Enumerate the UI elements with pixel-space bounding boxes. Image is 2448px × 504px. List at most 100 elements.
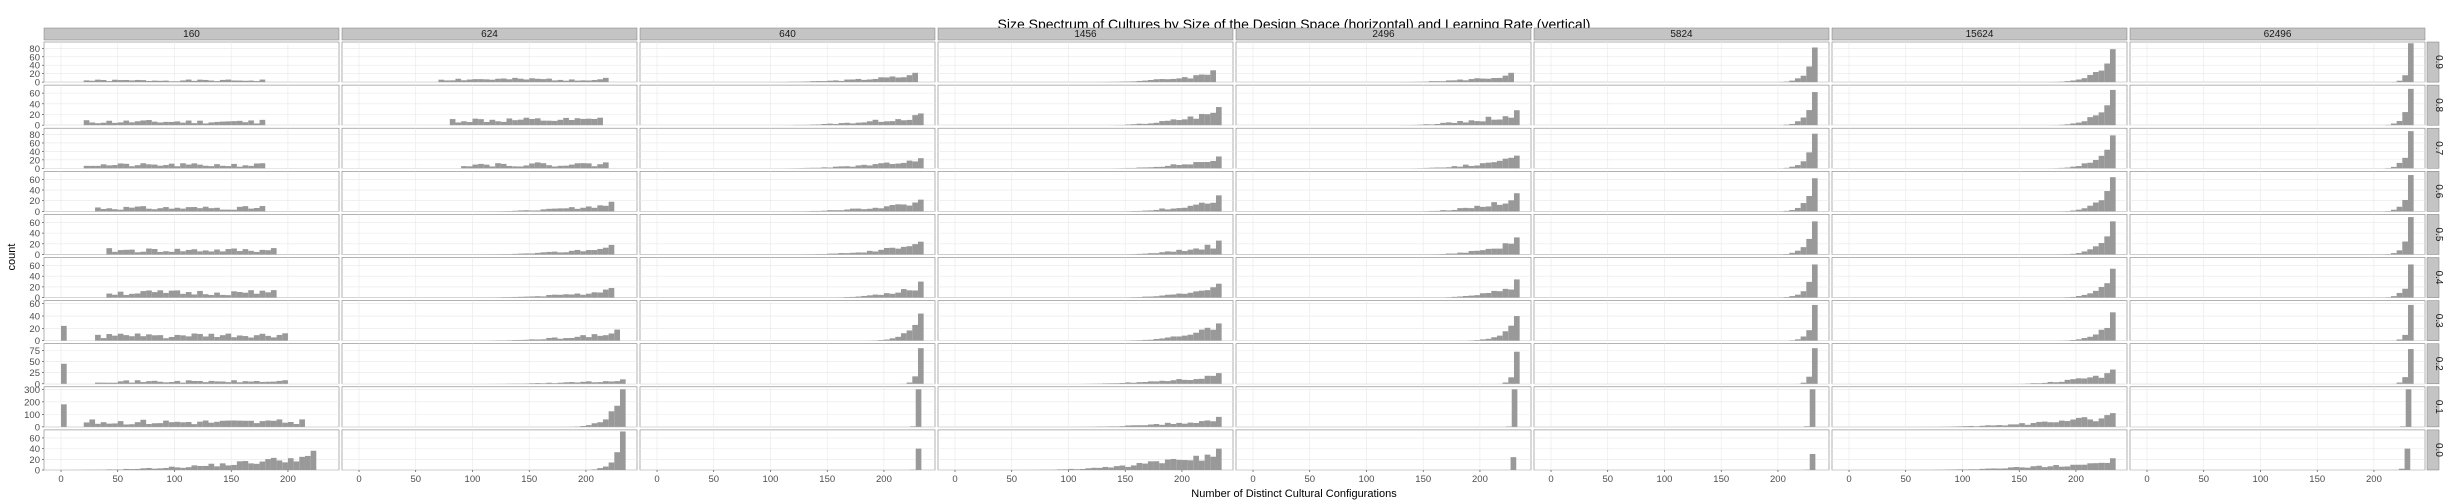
histogram-bar [2098, 112, 2105, 126]
histogram-bar [219, 79, 226, 83]
histogram-bar [1170, 251, 1177, 255]
histogram-bar [185, 207, 192, 212]
histogram-bar [597, 248, 603, 255]
histogram-bar [597, 422, 603, 427]
histogram-bar [2092, 290, 2099, 298]
facet-strip-row [2426, 386, 2440, 428]
histogram-bar [1153, 423, 1160, 427]
histogram-bar [2104, 63, 2110, 83]
histogram-bar [202, 79, 209, 83]
histogram-bar [2109, 135, 2116, 169]
histogram-bar [1502, 288, 1509, 298]
facet-strip-row [2426, 257, 2440, 298]
histogram-bar [168, 208, 175, 212]
histogram-bar [883, 293, 890, 298]
histogram-bar [163, 80, 169, 83]
histogram-bar [242, 381, 249, 384]
histogram-bar [2064, 466, 2071, 470]
histogram-bar [1181, 335, 1188, 341]
x-tick-label: 150 [1713, 474, 1729, 485]
y-tick-label: 60 [29, 89, 40, 100]
histogram-bar [117, 80, 124, 83]
facet-strip-column [1533, 27, 1830, 41]
histogram-bar [157, 252, 164, 255]
facet-strip-row [2426, 127, 2440, 169]
histogram-bar [1956, 426, 1963, 427]
histogram-bar [1809, 453, 1816, 470]
histogram-bar [248, 290, 254, 298]
histogram-bar [1445, 122, 1452, 126]
histogram-bar [151, 248, 158, 255]
histogram-bar [534, 118, 541, 126]
histogram-bar [1108, 426, 1114, 427]
histogram-bar [1176, 249, 1182, 255]
histogram-bar [1462, 207, 1469, 212]
histogram-bar [197, 381, 203, 384]
histogram-bar [2070, 166, 2076, 169]
panel-background [43, 214, 340, 255]
histogram-bar [248, 420, 254, 427]
histogram-bar [2396, 206, 2403, 212]
panel-background [2129, 41, 2426, 83]
histogram-bar [1794, 78, 1801, 83]
histogram-bar [1474, 205, 1480, 212]
histogram-bar [461, 80, 467, 83]
histogram-bar [1130, 465, 1137, 470]
histogram-bar [253, 81, 260, 83]
histogram-bar [1485, 248, 1492, 255]
histogram-bar [1176, 78, 1182, 83]
histogram-bar [95, 165, 101, 169]
histogram-bar [259, 381, 266, 384]
x-tick-label: 50 [112, 474, 123, 485]
facet-strip-column-label: 62496 [2264, 29, 2292, 40]
histogram-bar [117, 333, 124, 341]
histogram-bar [2109, 458, 2116, 470]
histogram-bar [608, 411, 615, 427]
histogram-bar [276, 334, 283, 341]
panel-background [2129, 300, 2426, 342]
histogram-bar [1956, 469, 1963, 470]
x-tick-label: 150 [2309, 474, 2325, 485]
histogram-bar [597, 117, 603, 126]
histogram-bar [1136, 253, 1143, 255]
histogram-bar [225, 465, 232, 470]
histogram-bar [1215, 323, 1222, 341]
histogram-bar [1164, 459, 1171, 470]
histogram-bar [2407, 217, 2414, 255]
histogram-bar [906, 75, 913, 83]
histogram-bar [214, 164, 220, 169]
histogram-bar [838, 123, 845, 126]
histogram-bar [1973, 426, 1980, 427]
histogram-bar [895, 163, 901, 169]
histogram-bar [1806, 376, 1812, 384]
histogram-bar [219, 209, 226, 212]
y-tick-label: 60 [29, 138, 40, 149]
facet-panel [937, 429, 1234, 471]
histogram-bar [112, 209, 118, 212]
histogram-bar [282, 462, 288, 470]
histogram-bar [1193, 455, 1199, 470]
histogram-bar [2402, 241, 2408, 255]
histogram-bar [855, 122, 862, 126]
histogram-bar [838, 253, 845, 255]
histogram-bar [1451, 209, 1458, 212]
histogram-bar [506, 79, 513, 83]
x-axis-label: Number of Distinct Cultural Configuratio… [1191, 488, 1397, 500]
histogram-bar [551, 80, 558, 83]
histogram-bar [1198, 113, 1205, 126]
histogram-bar [614, 405, 620, 427]
histogram-bar [591, 80, 598, 83]
histogram-bar [236, 166, 243, 169]
histogram-bar [248, 120, 254, 126]
histogram-bar [2036, 465, 2042, 470]
histogram-bar [1806, 281, 1812, 298]
histogram-bar [2109, 413, 2116, 427]
histogram-bar [123, 424, 130, 427]
x-tick-label: 0 [654, 474, 659, 485]
histogram-bar [523, 165, 530, 169]
histogram-bar [591, 469, 598, 470]
histogram-bar [270, 381, 277, 384]
histogram-bar [112, 251, 118, 255]
histogram-bar [591, 207, 598, 212]
histogram-bar [1193, 379, 1199, 384]
